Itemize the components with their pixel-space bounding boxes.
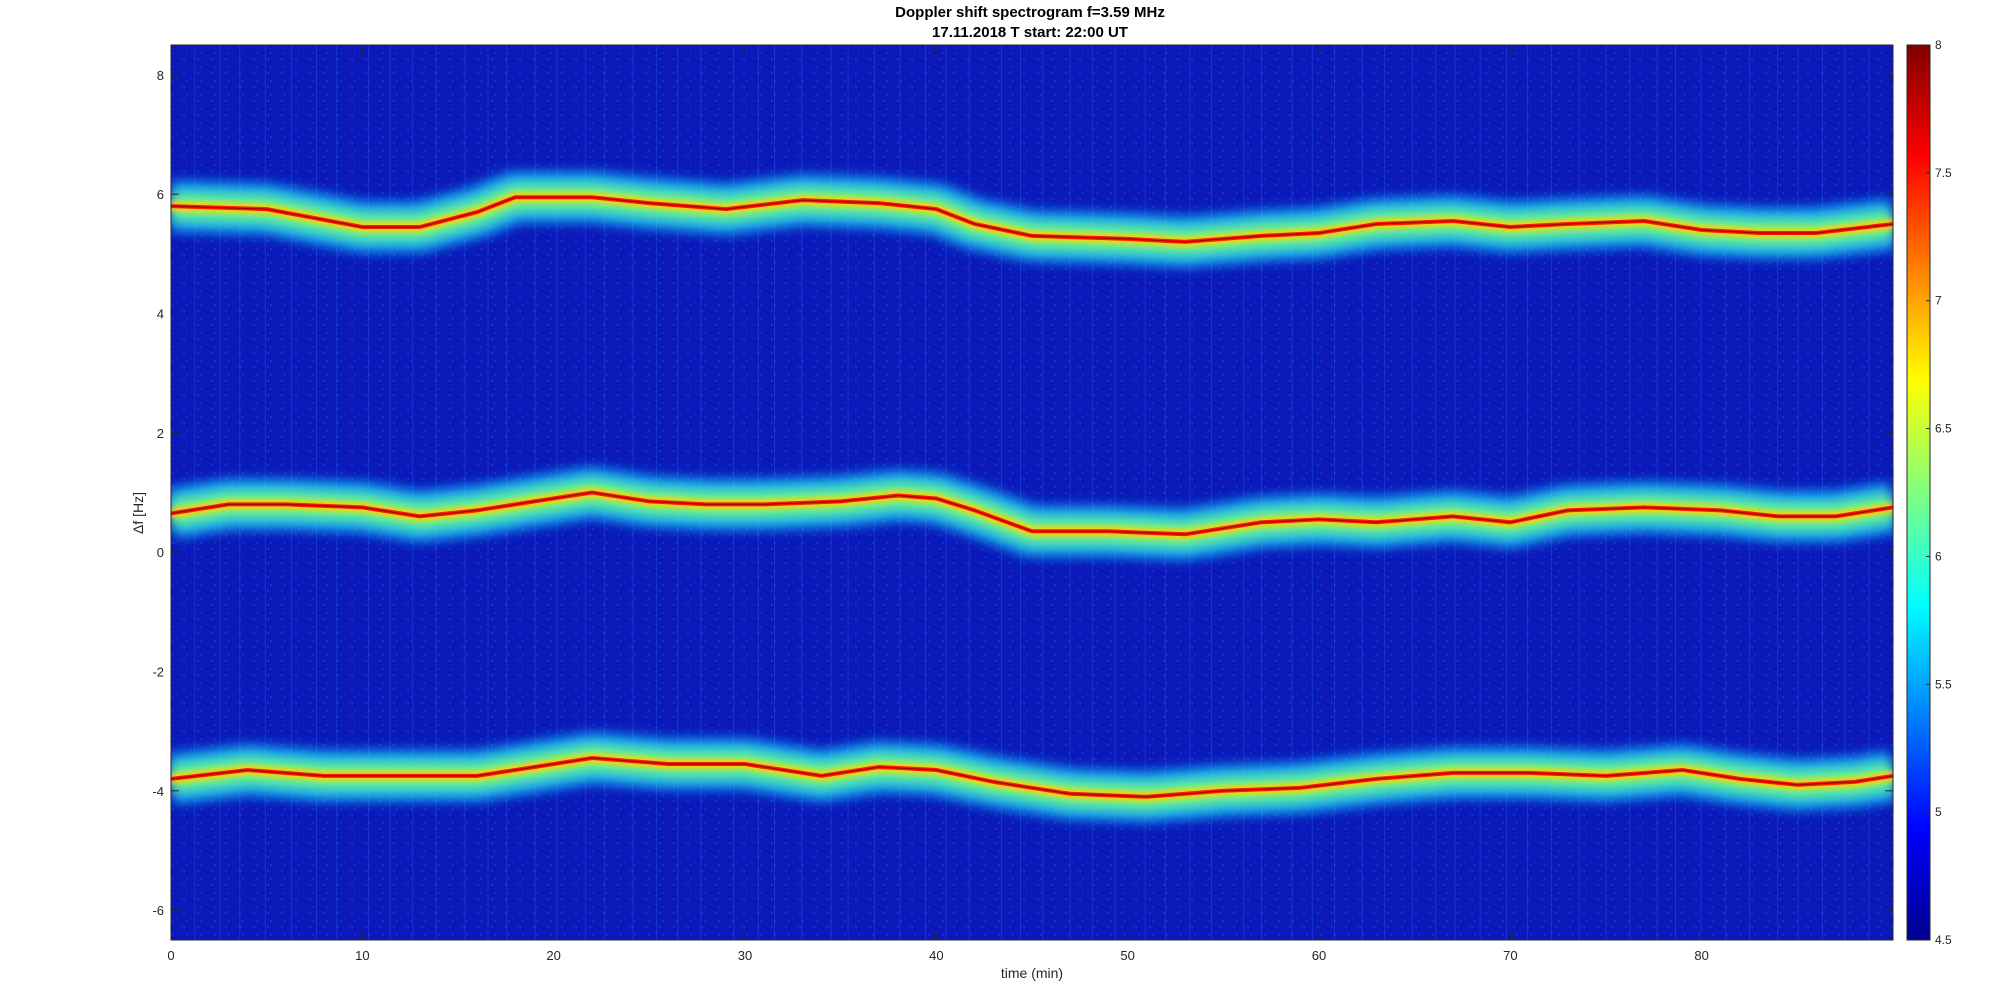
y-tick-label: 6 [157,187,164,202]
chart-title: Doppler shift spectrogram f=3.59 MHz [895,4,1165,21]
y-tick-label: 0 [157,545,164,560]
y-tick-label: -6 [152,903,164,918]
x-tick-label: 40 [929,948,943,963]
colorbar-tick-label: 5.5 [1935,677,1952,691]
chart-subtitle: 17.11.2018 T start: 22:00 UT [932,24,1128,41]
colorbar-tick-label: 5 [1935,805,1942,819]
y-tick-label: -4 [152,784,164,799]
colorbar: 4.5 5 5.5 6 6.5 7 7.5 8 [1906,38,1952,947]
x-tick-label: 80 [1694,948,1708,963]
colorbar-tick-label: 8 [1935,38,1942,52]
x-tick-label: 50 [1120,948,1134,963]
colorbar-tick-label: 7 [1935,294,1942,308]
colorbar-gradient [1906,44,1931,941]
x-axis-label: time (min) [1001,965,1063,981]
trace-core [171,491,1893,535]
colorbar-tick-label: 6.5 [1935,422,1952,436]
x-tick-label: 0 [167,948,174,963]
trace-core [171,196,1893,243]
x-tick-label: 30 [738,948,752,963]
plot-area [171,45,1893,940]
x-tick-label: 10 [355,948,369,963]
y-tick-label: -2 [152,665,164,680]
y-tick-label: 2 [157,426,164,441]
colorbar-tick-label: 6 [1935,549,1942,563]
y-tick-label: 4 [157,307,164,322]
x-tick-label: 70 [1503,948,1517,963]
y-tick-label: 8 [157,68,164,83]
x-tick-label: 20 [546,948,560,963]
plot-frame [170,44,1894,941]
axes: 0 10 20 30 40 50 60 70 80 -6 -4 -2 0 2 4 6 8 [152,44,1894,963]
trace-core [171,757,1893,798]
x-tick-label: 60 [1312,948,1326,963]
colorbar-tick-label: 4.5 [1935,933,1952,947]
colorbar-tick-label: 7.5 [1935,166,1952,180]
y-axis-label: Δf [Hz] [130,492,146,534]
